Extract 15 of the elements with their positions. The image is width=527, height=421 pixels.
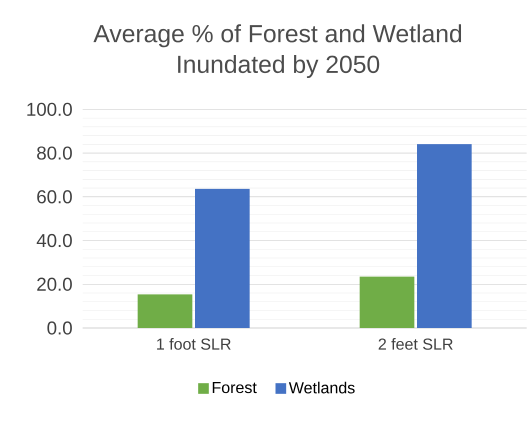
bar xyxy=(417,144,472,328)
bar xyxy=(360,276,414,328)
y-tick-label: 0.0 xyxy=(47,321,72,335)
bar xyxy=(195,188,250,328)
y-tick-label: 20.0 xyxy=(37,278,72,291)
y-tick-label: 100.0 xyxy=(27,102,72,116)
legend-label: Wetlands xyxy=(288,382,355,394)
x-tick-label: 1 foot SLR xyxy=(157,338,231,350)
y-tick-label: 80.0 xyxy=(37,146,72,160)
chart-title: Average % of Forest and Wetland Inundated by 2050 xyxy=(93,24,462,78)
x-tick-label: 2 feet SLR xyxy=(378,338,453,350)
y-tick-label: 40.0 xyxy=(36,234,72,248)
bar xyxy=(138,294,192,328)
y-tick-label: 60.0 xyxy=(37,190,72,204)
legend-label: Forest xyxy=(212,382,257,394)
